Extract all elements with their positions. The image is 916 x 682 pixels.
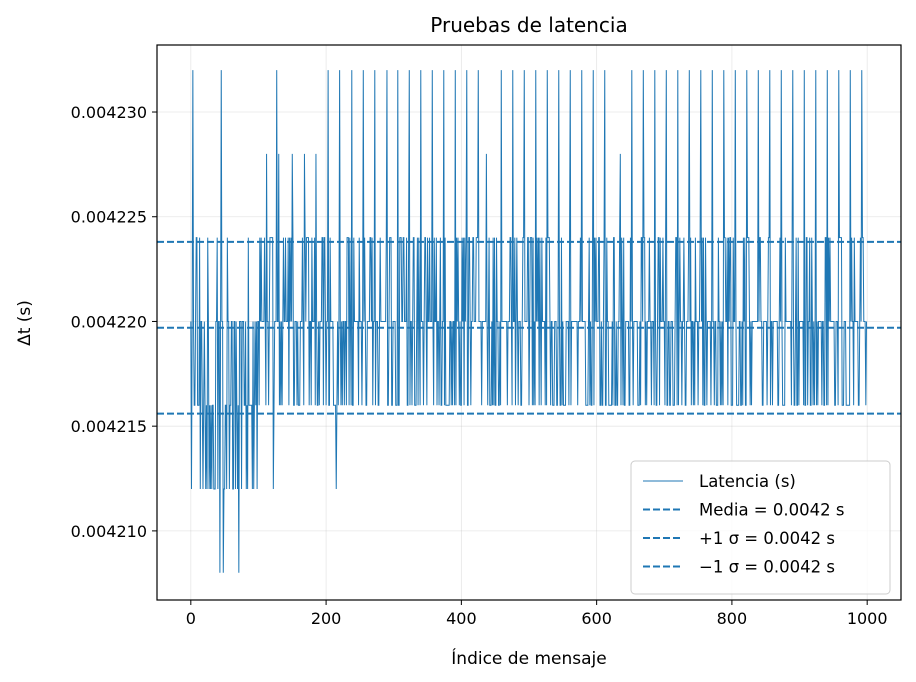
legend-entry-label: +1 σ = 0.0042 s xyxy=(699,529,835,548)
y-tick-label: 0.004215 xyxy=(71,417,147,436)
x-tick-label: 1000 xyxy=(847,609,888,628)
x-tick-label: 600 xyxy=(581,609,612,628)
x-tick-label: 400 xyxy=(446,609,477,628)
y-tick-label: 0.004230 xyxy=(71,103,147,122)
legend-entry-label: −1 σ = 0.0042 s xyxy=(699,558,835,577)
x-tick-label: 800 xyxy=(717,609,748,628)
legend-box xyxy=(630,460,891,595)
latency-line xyxy=(190,70,868,573)
y-axis-ticks: 0.004210 0.004215 0.004220 0.004225 0.004230 xyxy=(71,103,157,541)
y-tick-label: 0.004210 xyxy=(71,522,147,541)
y-tick-label: 0.004220 xyxy=(71,312,147,331)
x-tick-label: 200 xyxy=(311,609,342,628)
legend-entry-label: Latencia (s) xyxy=(699,472,796,491)
plot-series xyxy=(157,70,901,573)
axes xyxy=(156,44,902,601)
x-tick-label: 0 xyxy=(186,609,196,628)
x-axis-label: Índice de mensaje xyxy=(451,647,606,669)
y-tick-label: 0.004225 xyxy=(71,208,147,227)
legend-entry-label: Media = 0.0042 s xyxy=(699,501,844,520)
x-axis-ticks: 0 200 400 600 800 1000 xyxy=(186,600,888,628)
legend: Latencia (s) Media = 0.0042 s +1 σ = 0.004… xyxy=(630,460,891,595)
plot-frame xyxy=(156,44,902,601)
y-axis-label: Δt (s) xyxy=(15,300,35,346)
chart-title: Pruebas de latencia xyxy=(430,13,627,37)
